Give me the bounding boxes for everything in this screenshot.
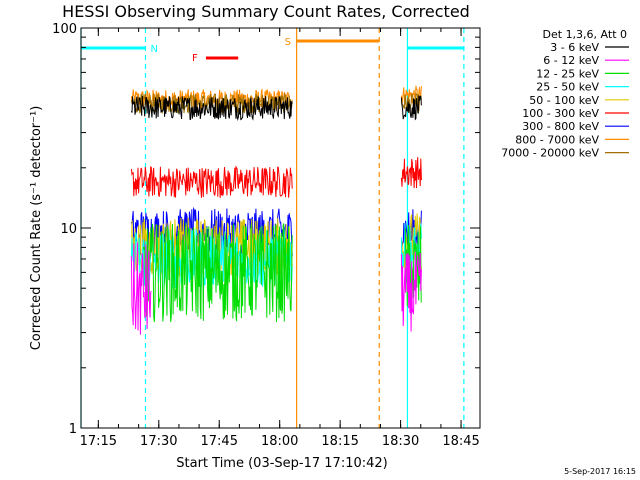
x-tick-label: 18:45 [442,434,479,449]
annotation-s: S [285,37,291,48]
x-tick-label: 18:00 [261,434,298,449]
series-50-100-kev-line [400,213,422,272]
series-50-100-kev-line [130,217,293,278]
y-axis-label: Corrected Count Rate (s⁻¹ detector⁻¹) [29,106,44,351]
legend-label: 50 - 100 keV [529,94,599,107]
legend-label: 800 - 7000 keV [515,133,599,146]
series-7000-20000-kev-line [400,92,422,114]
x-tick-label: 18:15 [321,434,358,449]
legend-label: 3 - 6 keV [550,41,599,54]
legend-label: 12 - 25 keV [536,67,599,80]
legend-title: Det 1,3,6, Att 0 [543,28,627,41]
chart-title: HESSI Observing Summary Count Rates, Cor… [62,2,470,21]
series-6-12-kev-line [400,252,422,332]
legend-label: 6 - 12 keV [543,54,599,67]
y-tick-label: 100 [52,22,77,37]
y-ticks: 1 10 100 [52,22,480,437]
series-6-12-kev-line [130,242,152,335]
x-ticks: 17:15 17:30 17:45 18:00 18:15 18:30 18:45 [80,28,480,449]
y-tick-label: 1 [69,422,77,437]
series-3-6-kev-line [400,95,422,121]
series-layer [130,85,422,335]
legend-label: 7000 - 20000 keV [501,147,599,160]
y-tick-label: 10 [60,222,77,237]
series-100-300-kev-line [400,157,422,189]
x-axis-label: Start Time (03-Sep-17 17:10:42) [176,456,387,471]
series-3-6-kev-line [130,95,293,122]
series-12-25-kev-line [143,222,293,323]
series-100-300-kev-line [130,165,293,198]
x-tick-label: 18:30 [382,434,419,449]
annotation-f: F [192,53,198,64]
date-stamp: 5-Sep-2017 16:15 [564,467,636,476]
legend-label: 100 - 300 keV [522,107,599,120]
legend-label: 25 - 50 keV [536,81,599,94]
x-tick-label: 17:30 [140,434,177,449]
annotations: N F S [150,37,290,64]
legend-label: 300 - 800 keV [522,120,599,133]
x-tick-label: 17:45 [201,434,238,449]
annotation-n: N [150,44,157,55]
x-tick-label: 17:15 [80,434,117,449]
